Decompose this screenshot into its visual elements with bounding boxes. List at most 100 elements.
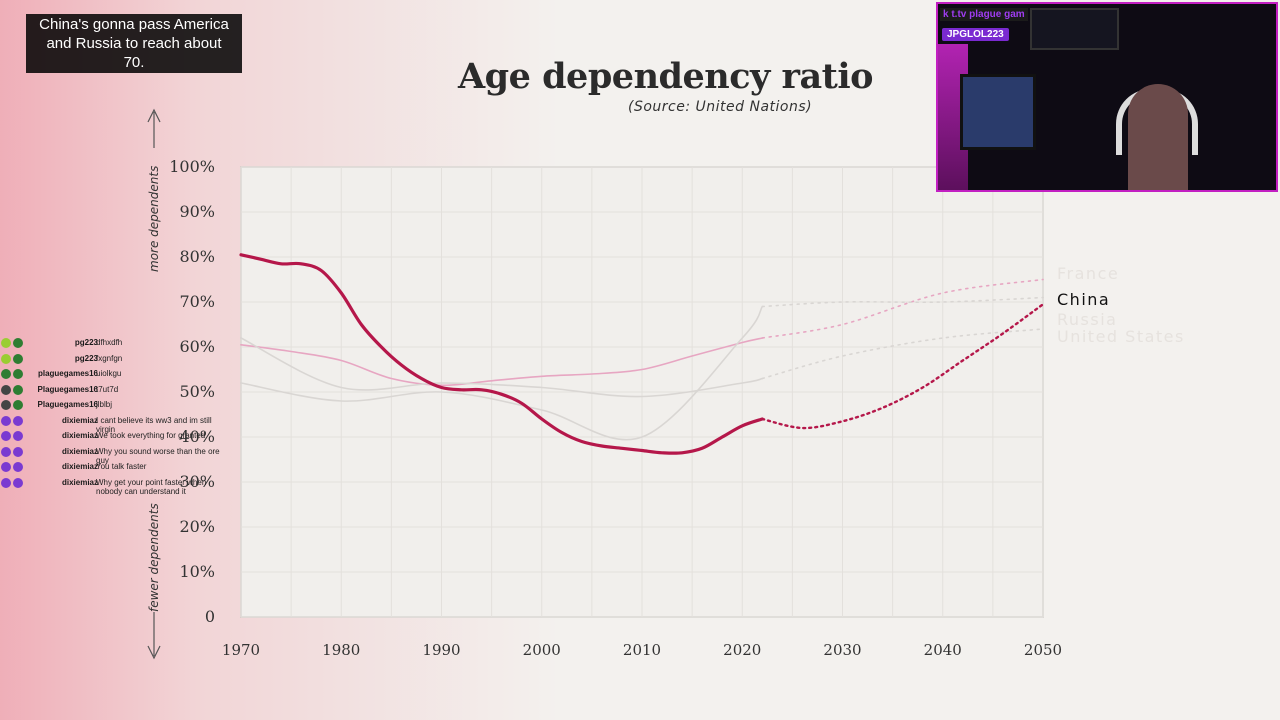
y-tick-label: 10%	[179, 562, 215, 581]
badge-icon	[1, 446, 11, 457]
chat-text: fxgnfgn	[96, 353, 123, 363]
subtitle-caption: China's gonna pass America and Russia to…	[26, 14, 242, 73]
y-tick-label: 30%	[179, 472, 215, 491]
chat-text: uiolkgu	[96, 369, 122, 378]
chat-badges	[1, 369, 23, 379]
badge-icon	[1, 400, 11, 410]
chat-username: Plaguegames16	[37, 400, 98, 409]
series-line-united-states	[240, 337, 764, 398]
chat-text: We took everything for granted	[96, 431, 206, 440]
down-arrow-head	[147, 645, 161, 660]
y-axis-label-top: more dependents	[147, 166, 161, 272]
series-label-united-states: United States	[1057, 327, 1185, 346]
chat-message: dixiemiaz We took everything for granted	[0, 429, 230, 445]
series-projection-china	[761, 303, 1045, 430]
y-tick-label: 90%	[179, 202, 215, 221]
badge-icon	[1, 384, 11, 395]
channel-tag: k t.tv plague gam	[940, 8, 1028, 21]
series-label-france: France	[1057, 264, 1119, 283]
cam-monitor	[960, 74, 1036, 150]
x-tick-label: 2030	[823, 641, 861, 659]
badge-icon	[1, 431, 11, 441]
badge-icon	[13, 400, 23, 410]
chat-badges	[1, 400, 23, 410]
up-arrow-head	[147, 108, 161, 123]
series-line-china	[239, 253, 764, 455]
cam-streamer	[1128, 84, 1188, 190]
y-tick-label: 60%	[179, 337, 215, 356]
chat-username: dixiemiaz	[61, 462, 98, 471]
badge-icon	[13, 338, 23, 348]
chat-text: jlblbj	[96, 400, 113, 409]
chat-overlay: pg223 dfhxdfh pg223 fxgnfgn plaguegames16 uio…	[0, 336, 230, 496]
chat-username: Plaguegames16	[37, 384, 98, 394]
chat-message: dixiemiaz You talk faster	[0, 460, 230, 476]
chat-text: t7ut7d	[96, 384, 119, 394]
chat-badges	[1, 353, 23, 364]
y-tick-label: 50%	[179, 382, 215, 401]
y-tick-label: 0	[205, 607, 215, 626]
series-label-china: China	[1057, 290, 1110, 309]
chat-badges	[1, 384, 23, 395]
chat-message: dixiemiaz Why you sound worse than the or…	[0, 445, 230, 465]
chat-badges	[1, 431, 23, 441]
x-tick-label: 1970	[222, 641, 260, 659]
chart-source: (Source: United Nations)	[628, 99, 813, 115]
chat-username: plaguegames16	[37, 369, 98, 378]
cam-monitor-top	[1030, 8, 1119, 50]
x-tick-label: 2010	[623, 641, 661, 659]
badge-icon	[13, 462, 23, 472]
badge-icon	[13, 369, 23, 379]
series-line-france	[240, 337, 764, 387]
series-projection-russia	[761, 296, 1044, 308]
badge-icon	[1, 477, 11, 488]
badge-icon	[13, 353, 23, 364]
chart-title: Age dependency ratio	[458, 56, 873, 97]
chat-badges	[1, 415, 23, 426]
chat-message: Plaguegames16 jlblbj	[0, 398, 230, 414]
y-tick-label: 20%	[179, 517, 215, 536]
x-tick-label: 2000	[523, 641, 561, 659]
chat-username: dixiemiaz	[61, 431, 98, 440]
chat-message: plaguegames16 uiolkgu	[0, 367, 230, 383]
webcam-overlay: k t.tv plague gam JPGLOL223	[936, 2, 1278, 192]
chat-text: dfhxdfh	[96, 338, 123, 347]
badge-icon	[13, 431, 23, 441]
chat-message: dixiemiaz I cant believe its ww3 and im s…	[0, 414, 230, 434]
x-tick-label: 2020	[723, 641, 761, 659]
channel-name: plague gam	[969, 9, 1025, 20]
badge-icon	[1, 415, 11, 426]
y-axis-label-bottom: fewer dependents	[147, 503, 161, 612]
badge-icon	[13, 415, 23, 426]
chat-text: You talk faster	[96, 462, 147, 471]
chat-message: pg223 dfhxdfh	[0, 336, 230, 352]
chat-message: Plaguegames16 t7ut7d	[0, 383, 230, 399]
chat-text: I cant believe its ww3 and im still virg…	[96, 415, 212, 434]
chat-text: Why get your point faster when nobody ca…	[96, 477, 207, 496]
chat-username: dixiemiaz	[61, 415, 98, 425]
caption-line-2: and Russia to reach about 70.	[46, 35, 222, 71]
series-label-russia: Russia	[1057, 310, 1117, 329]
chat-message: pg223 fxgnfgn	[0, 352, 230, 368]
caption-line-1: China's gonna pass America	[39, 16, 229, 33]
x-tick-label: 2040	[924, 641, 962, 659]
chat-username: pg223	[74, 338, 98, 347]
chat-badges	[1, 446, 23, 457]
chat-badges	[1, 338, 23, 348]
series-projection-france	[761, 278, 1044, 339]
y-tick-label: 100%	[169, 157, 215, 176]
chat-username: dixiemiaz	[61, 477, 98, 487]
chat-message: dixiemiaz Why get your point faster when …	[0, 476, 230, 496]
chat-badges	[1, 477, 23, 488]
chat-username: pg223	[74, 353, 98, 363]
chat-text: Why you sound worse than the ore guy	[96, 446, 220, 465]
x-tick-label: 1990	[422, 641, 460, 659]
badge-icon	[1, 462, 11, 472]
badge-icon	[1, 353, 11, 364]
chat-username: dixiemiaz	[61, 446, 98, 456]
badge-icon	[1, 338, 11, 348]
series-line-russia	[240, 305, 764, 441]
badge-icon	[13, 384, 23, 395]
